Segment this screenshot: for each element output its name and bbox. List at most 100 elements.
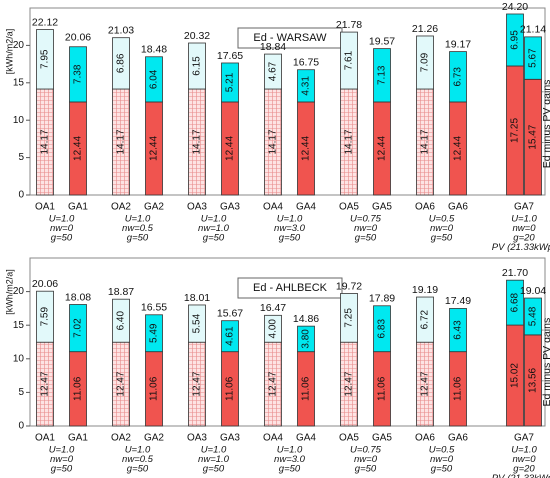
x-tick-label: GA3 bbox=[220, 433, 240, 444]
x-tick-label: OA1 bbox=[35, 202, 55, 213]
group-label: g=50 bbox=[203, 233, 225, 244]
x-tick-label: GA4 bbox=[296, 202, 316, 213]
y-tick-label: 0 bbox=[18, 190, 24, 201]
group-label: nw=0 bbox=[513, 454, 537, 465]
bar-segment bbox=[297, 69, 315, 103]
bar-value-label: 6.86 bbox=[116, 53, 127, 73]
total-label: 24.20 bbox=[502, 1, 528, 13]
bar-value-label: 12.44 bbox=[453, 136, 464, 161]
bar-segment bbox=[506, 279, 524, 326]
y-axis-label: [kWh/m2/a] bbox=[4, 269, 14, 315]
x-tick-label: OA6 bbox=[415, 433, 435, 444]
x-tick-label: OA3 bbox=[187, 202, 207, 213]
group-label: U=0.5 bbox=[429, 214, 455, 225]
total-label: 15.67 bbox=[217, 307, 243, 319]
group-label: g=50 bbox=[51, 464, 73, 475]
bar-segment bbox=[449, 308, 467, 353]
group-label: U=0.75 bbox=[350, 445, 382, 456]
group-label: nw=0 bbox=[50, 223, 74, 234]
x-tick-label: GA5 bbox=[372, 202, 392, 213]
total-label: 19.17 bbox=[445, 38, 471, 50]
total-label: 21.78 bbox=[336, 19, 362, 31]
group-label: nw=0 bbox=[50, 454, 74, 465]
total-label: 16.47 bbox=[260, 302, 286, 314]
group-label: U=1.0 bbox=[49, 445, 75, 456]
bar-value-label: 5.54 bbox=[192, 313, 203, 333]
bar-segment bbox=[449, 51, 467, 103]
bar-segment bbox=[264, 314, 282, 343]
total-label: 17.49 bbox=[445, 295, 471, 307]
bar-value-label: 11.06 bbox=[225, 376, 236, 401]
group-label: g=50 bbox=[355, 233, 377, 244]
group-label: U=1.0 bbox=[49, 214, 75, 225]
group-label: nw=3.0 bbox=[274, 223, 306, 234]
bar-value-label: 5.48 bbox=[528, 306, 539, 326]
group-label: g=20 bbox=[513, 464, 535, 475]
plot-frame bbox=[29, 7, 546, 196]
total-label: 17.89 bbox=[369, 293, 395, 305]
total-label: 20.06 bbox=[32, 278, 58, 290]
group-label: U=1.0 bbox=[511, 214, 537, 225]
group-label: nw=0.5 bbox=[122, 223, 154, 234]
x-tick-label: OA5 bbox=[339, 202, 359, 213]
bar-value-label: 4.31 bbox=[301, 76, 312, 96]
bar-value-label: 3.80 bbox=[301, 329, 312, 349]
bar-segment bbox=[221, 320, 239, 353]
group-label: g=50 bbox=[127, 233, 149, 244]
bar-value-label: 15.47 bbox=[528, 124, 539, 149]
bar-segment bbox=[69, 46, 87, 103]
bar-value-label: 4.61 bbox=[225, 326, 236, 346]
bar-value-label: 6.40 bbox=[116, 311, 127, 331]
bar-value-label: 6.83 bbox=[377, 319, 388, 339]
y-tick-label: 15 bbox=[13, 77, 25, 88]
y-tick-label: 20 bbox=[13, 40, 25, 51]
y-tick-label: 20 bbox=[13, 286, 25, 297]
group-label: g=50 bbox=[431, 464, 453, 475]
y-axis-label: [kWh/m2/a] bbox=[4, 29, 14, 75]
group-label: U=1.0 bbox=[277, 214, 303, 225]
y-tick-label: 5 bbox=[18, 152, 24, 163]
bar-value-label: 14.17 bbox=[40, 129, 51, 154]
bar-value-label: 17.25 bbox=[510, 118, 521, 143]
group-label: nw=1.0 bbox=[198, 454, 230, 465]
group-label: nw=0 bbox=[430, 223, 454, 234]
bar-value-label: 13.56 bbox=[528, 367, 539, 392]
bar-value-label: 6.73 bbox=[453, 67, 464, 87]
bar-segment bbox=[36, 290, 54, 343]
bar-value-label: 11.06 bbox=[149, 376, 160, 401]
y-tick-label: 5 bbox=[18, 387, 24, 398]
bar-segment bbox=[340, 31, 358, 90]
total-label: 18.84 bbox=[260, 41, 286, 53]
total-label: 14.86 bbox=[293, 313, 319, 325]
x-tick-label: GA6 bbox=[448, 202, 468, 213]
bar-value-label: 6.95 bbox=[510, 30, 521, 50]
bar-value-label: 12.47 bbox=[420, 371, 431, 396]
chart-title: Ed - AHLBECK bbox=[253, 282, 328, 294]
y-tick-label: 15 bbox=[13, 320, 25, 331]
group-label: U=0.5 bbox=[429, 445, 455, 456]
group-label: U=1.0 bbox=[511, 445, 537, 456]
total-label: 18.08 bbox=[65, 291, 91, 303]
bar-value-label: 6.15 bbox=[192, 56, 203, 76]
group-label: nw=3.0 bbox=[274, 454, 306, 465]
bar-value-label: 11.06 bbox=[453, 376, 464, 401]
group-label: nw=0 bbox=[354, 454, 378, 465]
bar-segment bbox=[373, 305, 391, 353]
total-label: 20.32 bbox=[184, 30, 210, 42]
group-label: g=50 bbox=[279, 233, 301, 244]
bar-segment bbox=[188, 304, 206, 343]
annotation: Ed minus PV gains bbox=[541, 318, 550, 407]
bar-value-label: 11.06 bbox=[377, 376, 388, 401]
group-label: PV (21.33kWp) bbox=[492, 473, 550, 478]
total-label: 18.87 bbox=[108, 286, 134, 298]
bar-value-label: 6.43 bbox=[453, 320, 464, 340]
bar-value-label: 6.68 bbox=[510, 292, 521, 312]
annotation: Ed minus PV gains bbox=[541, 80, 550, 169]
group-label: U=1.0 bbox=[125, 445, 151, 456]
x-tick-label: GA1 bbox=[68, 202, 88, 213]
bar-segment bbox=[524, 36, 542, 80]
group-label: U=0.75 bbox=[350, 214, 382, 225]
bar-value-label: 5.21 bbox=[225, 72, 236, 92]
group-label: g=50 bbox=[355, 464, 377, 475]
